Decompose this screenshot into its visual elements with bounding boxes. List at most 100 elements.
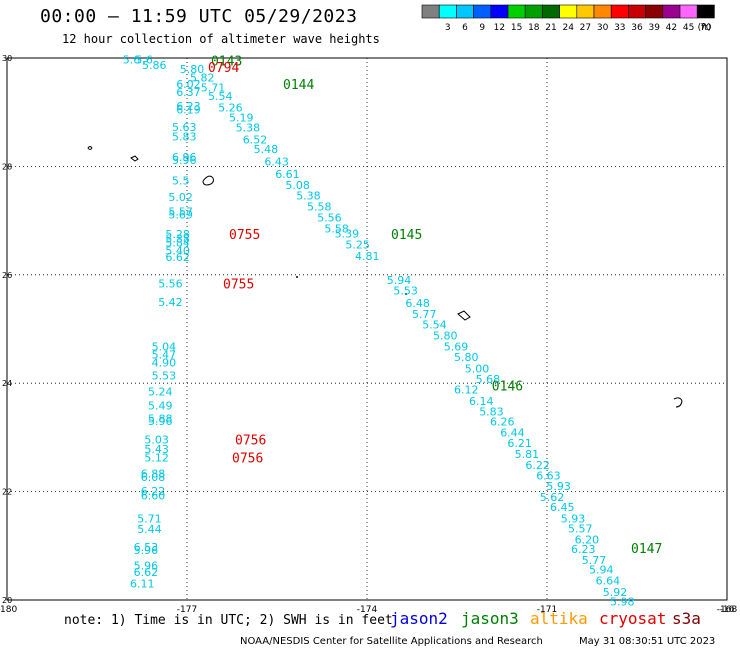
wave-height-point: 5.69 xyxy=(444,340,469,353)
wave-height-point: 5.94 xyxy=(387,274,412,287)
wave-height-point: 5.6 xyxy=(123,54,141,67)
color-legend: 3 6 9 12 15 18 21 24 27 30 33 36 39 42 45 70(ft) xyxy=(421,4,715,33)
legend-swatch xyxy=(559,4,578,19)
wave-height-point: 6.45 xyxy=(550,501,575,514)
y-tick-label: 24 xyxy=(2,379,12,388)
wave-height-point: 5.38 xyxy=(296,190,321,203)
wave-height-point: 6.22 xyxy=(525,459,550,472)
legend-swatch xyxy=(507,4,526,19)
wave-height-point: 5.6 xyxy=(135,54,153,67)
wave-height-point: 6.43 xyxy=(264,156,289,169)
wave-height-point: 5.58 xyxy=(324,223,349,236)
wave-height-point: 6.26 xyxy=(490,416,515,429)
wave-height-point: 6.08 xyxy=(141,471,166,484)
legend-tick-label: 6 xyxy=(462,23,468,33)
wave-height-point: 5.57 xyxy=(168,205,193,218)
y-tick-label: 26 xyxy=(2,271,12,280)
wave-height-point: 5.56 xyxy=(158,277,183,290)
wave-height-point: 6.61 xyxy=(275,168,300,181)
wave-height-point: 5.43 xyxy=(144,443,169,456)
legend-tick-label: 3 xyxy=(445,23,451,33)
wave-height-point: 5.49 xyxy=(148,399,173,412)
wave-height-point: 5.63 xyxy=(172,121,197,134)
wave-height-values: 5.65.65.86 5.805.825.716.026.37 5.546.236.… xyxy=(123,54,635,609)
legend-swatch xyxy=(610,4,629,19)
legend-swatch xyxy=(524,4,543,19)
map-axes: -180 -177 -174 -171 -168-16 20 22 24 26 28 30 xyxy=(0,54,737,615)
sat-cryosat-label: cryosat xyxy=(599,609,667,628)
wave-height-point: 5.77 xyxy=(582,554,607,567)
legend-swatch xyxy=(542,4,560,19)
wave-height-point: 6.21 xyxy=(507,437,532,450)
legend-tick-label: 39 xyxy=(648,23,660,33)
wave-height-point: 5.39 xyxy=(335,228,360,241)
sat-s3a-label: s3a xyxy=(672,609,701,628)
wave-height-point: 6.22 xyxy=(141,485,166,498)
wave-height-point: 5.93 xyxy=(561,513,586,526)
track-time-label: 0755 xyxy=(229,228,260,243)
island-shape xyxy=(673,397,683,408)
wave-height-point: 5.5 xyxy=(172,174,190,187)
wave-height-point: 4.90 xyxy=(152,357,177,370)
wave-height-point: 5.88 xyxy=(148,412,173,425)
legend-swatch xyxy=(456,4,474,19)
x-tick-label: -180 xyxy=(0,605,17,615)
legend-tick-label: 12 xyxy=(494,23,505,33)
wave-height-point: 5.96 xyxy=(134,559,159,572)
footer-note: note: 1) Time is in UTC; 2) SWH is in fe… xyxy=(64,613,393,628)
x-tick-label: -171 xyxy=(537,605,557,615)
x-tick-label: -174 xyxy=(357,605,378,615)
wave-height-point: 5.83 xyxy=(479,405,504,418)
wave-height-point: 5.96 xyxy=(148,415,173,428)
wave-height-point: 5.62 xyxy=(540,491,565,504)
wave-height-point: 6.62 xyxy=(165,251,190,264)
wave-height-point: 5.28 xyxy=(165,228,190,241)
wave-height-point: 5.96 xyxy=(134,544,159,557)
wave-height-point: 5.19 xyxy=(229,112,254,125)
footer-timestamp: May 31 08:30:51 UTC 2023 xyxy=(579,636,716,647)
legend-tick-label: 70 xyxy=(700,23,712,33)
track-time-label: 0147 xyxy=(631,542,662,557)
wave-height-point: 6.20 xyxy=(575,533,600,546)
wave-height-point: 5.48 xyxy=(254,143,279,156)
wave-height-point: 5.26 xyxy=(218,101,243,114)
wave-height-point: 6.52 xyxy=(243,133,267,146)
wave-height-point: 5.02 xyxy=(168,191,193,204)
legend-tick-label: 15 xyxy=(511,23,522,33)
island-dot xyxy=(405,293,407,295)
wave-height-point: 5.38 xyxy=(165,232,190,245)
wave-height-point: 5.25 xyxy=(345,238,370,251)
island-shape xyxy=(87,146,93,150)
wave-height-point: 5.80 xyxy=(180,63,205,76)
wave-height-point: 6.64 xyxy=(596,574,621,587)
legend-tick-label: 18 xyxy=(528,23,540,33)
wave-height-point: 5.81 xyxy=(515,448,540,461)
legend-swatch xyxy=(576,4,595,19)
wave-height-point: 6.44 xyxy=(500,427,525,440)
wave-height-point: 5.71 xyxy=(201,81,226,94)
track-time-label: 0145 xyxy=(391,228,422,243)
legend-swatch xyxy=(421,4,440,19)
wave-height-point: 6.62 xyxy=(134,566,159,579)
x-tick-label: -177 xyxy=(177,605,197,615)
legend-tick-label: 30 xyxy=(597,23,609,33)
legend-swatch xyxy=(696,4,715,19)
track-time-label: 0144 xyxy=(283,78,314,93)
wave-height-point: 6.63 xyxy=(536,469,561,482)
wave-height-point: 5.53 xyxy=(393,285,418,298)
legend-swatch xyxy=(645,4,664,19)
island-shape xyxy=(457,310,471,321)
wave-height-point: 5.58 xyxy=(307,201,332,214)
x-tick-label: -16 xyxy=(720,605,735,615)
wave-height-point: 5.57 xyxy=(568,522,593,535)
legend-tick-label: 42 xyxy=(666,23,677,33)
wave-height-point: 6.60 xyxy=(141,489,166,502)
wave-height-point: 5.00 xyxy=(465,363,490,376)
legend-swatch xyxy=(438,4,457,19)
island-shape xyxy=(130,155,139,162)
wave-height-point: 5.54 xyxy=(208,90,233,103)
legend-tick-label: 9 xyxy=(479,23,485,33)
island-shape xyxy=(202,175,214,186)
track-time-label: 0756 xyxy=(235,434,266,449)
